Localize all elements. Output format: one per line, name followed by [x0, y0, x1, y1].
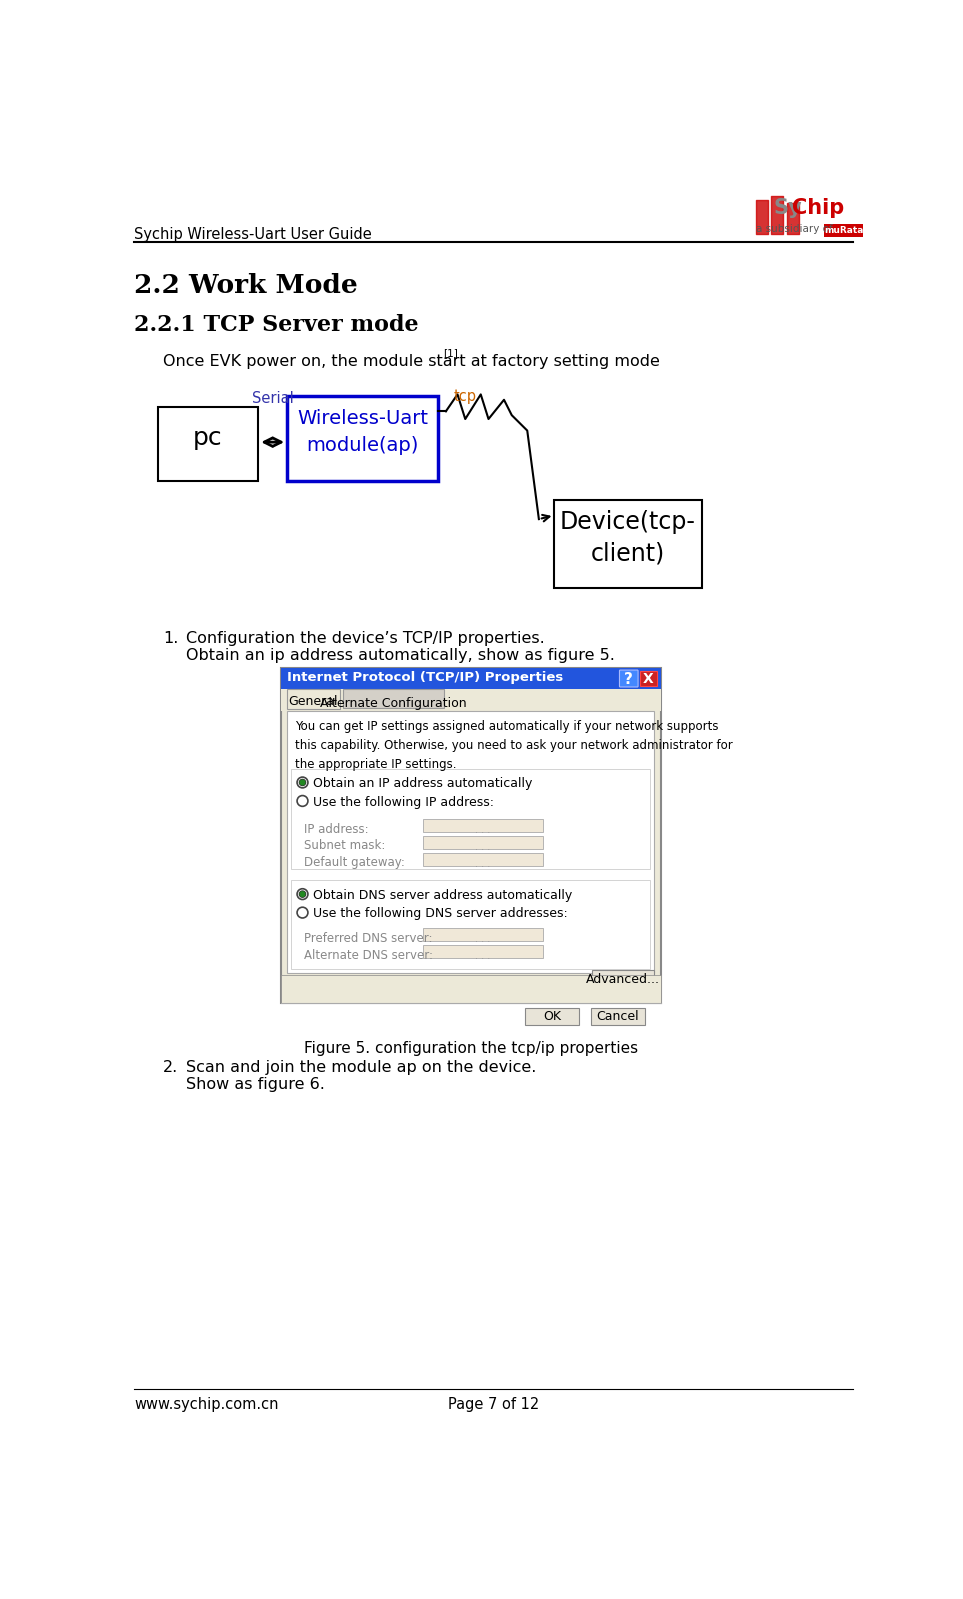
Text: Preferred DNS server:: Preferred DNS server:	[304, 932, 432, 945]
FancyBboxPatch shape	[287, 397, 438, 481]
Text: 2.: 2.	[163, 1060, 178, 1076]
Text: . . .: . . .	[476, 841, 491, 852]
FancyBboxPatch shape	[423, 819, 543, 831]
Text: Wireless-Uart
module(ap): Wireless-Uart module(ap)	[297, 409, 429, 454]
Text: Obtain an ip address automatically, show as figure 5.: Obtain an ip address automatically, show…	[186, 648, 615, 662]
FancyBboxPatch shape	[590, 1007, 645, 1025]
FancyBboxPatch shape	[525, 1007, 579, 1025]
Text: Sychip Wireless-Uart User Guide: Sychip Wireless-Uart User Guide	[134, 227, 372, 241]
Text: You can get IP settings assigned automatically if your network supports
this cap: You can get IP settings assigned automat…	[295, 720, 733, 771]
Text: Advanced...: Advanced...	[586, 972, 661, 985]
Text: Cancel: Cancel	[597, 1011, 639, 1023]
Text: Alternate DNS server:: Alternate DNS server:	[304, 948, 433, 961]
Text: Alternate Configuration: Alternate Configuration	[320, 697, 466, 710]
FancyBboxPatch shape	[592, 971, 654, 987]
Text: IP address:: IP address:	[304, 822, 369, 836]
FancyBboxPatch shape	[619, 670, 638, 688]
FancyBboxPatch shape	[423, 927, 543, 942]
Text: Default gateway:: Default gateway:	[304, 857, 404, 870]
Text: General: General	[289, 696, 338, 708]
Text: Once EVK power on, the module start at factory setting mode: Once EVK power on, the module start at f…	[163, 353, 660, 369]
FancyBboxPatch shape	[287, 712, 654, 974]
Text: X: X	[642, 672, 654, 686]
Circle shape	[299, 891, 305, 897]
Circle shape	[300, 780, 305, 785]
FancyBboxPatch shape	[423, 852, 543, 865]
Text: a subsidiary of: a subsidiary of	[756, 224, 836, 233]
FancyBboxPatch shape	[824, 224, 863, 237]
FancyBboxPatch shape	[281, 689, 661, 712]
Text: Serial: Serial	[251, 390, 294, 406]
Text: Figure 5. configuration the tcp/ip properties: Figure 5. configuration the tcp/ip prope…	[303, 1041, 638, 1057]
Text: [1]: [1]	[444, 349, 458, 358]
Circle shape	[300, 892, 305, 897]
FancyBboxPatch shape	[639, 672, 657, 686]
Text: ?: ?	[624, 672, 634, 686]
Text: muRata: muRata	[823, 225, 863, 235]
Text: Use the following IP address:: Use the following IP address:	[313, 796, 494, 809]
FancyBboxPatch shape	[291, 881, 650, 969]
Text: Use the following DNS server addresses:: Use the following DNS server addresses:	[313, 907, 568, 919]
FancyBboxPatch shape	[281, 668, 661, 689]
FancyBboxPatch shape	[423, 836, 543, 849]
Circle shape	[299, 779, 305, 785]
Text: pc: pc	[194, 425, 222, 449]
Text: OK: OK	[543, 1011, 561, 1023]
Text: 2.2.1 TCP Server mode: 2.2.1 TCP Server mode	[134, 313, 419, 336]
Text: Obtain DNS server address automatically: Obtain DNS server address automatically	[313, 889, 573, 902]
Text: Scan and join the module ap on the device.: Scan and join the module ap on the devic…	[186, 1060, 536, 1076]
FancyBboxPatch shape	[291, 769, 650, 868]
FancyBboxPatch shape	[423, 945, 543, 958]
Text: Device(tcp-
client): Device(tcp- client)	[560, 510, 696, 566]
FancyBboxPatch shape	[555, 500, 702, 588]
Text: Page 7 of 12: Page 7 of 12	[448, 1398, 538, 1412]
Text: Obtain an IP address automatically: Obtain an IP address automatically	[313, 777, 533, 790]
Text: 1.: 1.	[163, 630, 178, 646]
Text: tcp: tcp	[454, 389, 477, 405]
Text: . . .: . . .	[476, 934, 491, 943]
Text: Configuration the device’s TCP/IP properties.: Configuration the device’s TCP/IP proper…	[186, 630, 545, 646]
Text: . . .: . . .	[476, 825, 491, 835]
Text: Show as figure 6.: Show as figure 6.	[186, 1078, 325, 1092]
Text: . . .: . . .	[476, 951, 491, 961]
FancyBboxPatch shape	[343, 689, 444, 708]
Text: Internet Protocol (TCP/IP) Properties: Internet Protocol (TCP/IP) Properties	[287, 672, 563, 684]
Text: Subnet mask:: Subnet mask:	[304, 839, 385, 852]
FancyBboxPatch shape	[281, 668, 661, 1003]
Text: www.sychip.com.cn: www.sychip.com.cn	[134, 1398, 279, 1412]
FancyBboxPatch shape	[287, 689, 340, 710]
Text: . . .: . . .	[476, 859, 491, 868]
FancyBboxPatch shape	[281, 975, 661, 1003]
Text: Sy: Sy	[773, 198, 802, 217]
FancyBboxPatch shape	[158, 408, 258, 481]
Text: 2.2 Work Mode: 2.2 Work Mode	[134, 273, 358, 297]
Text: Chip: Chip	[792, 198, 844, 217]
